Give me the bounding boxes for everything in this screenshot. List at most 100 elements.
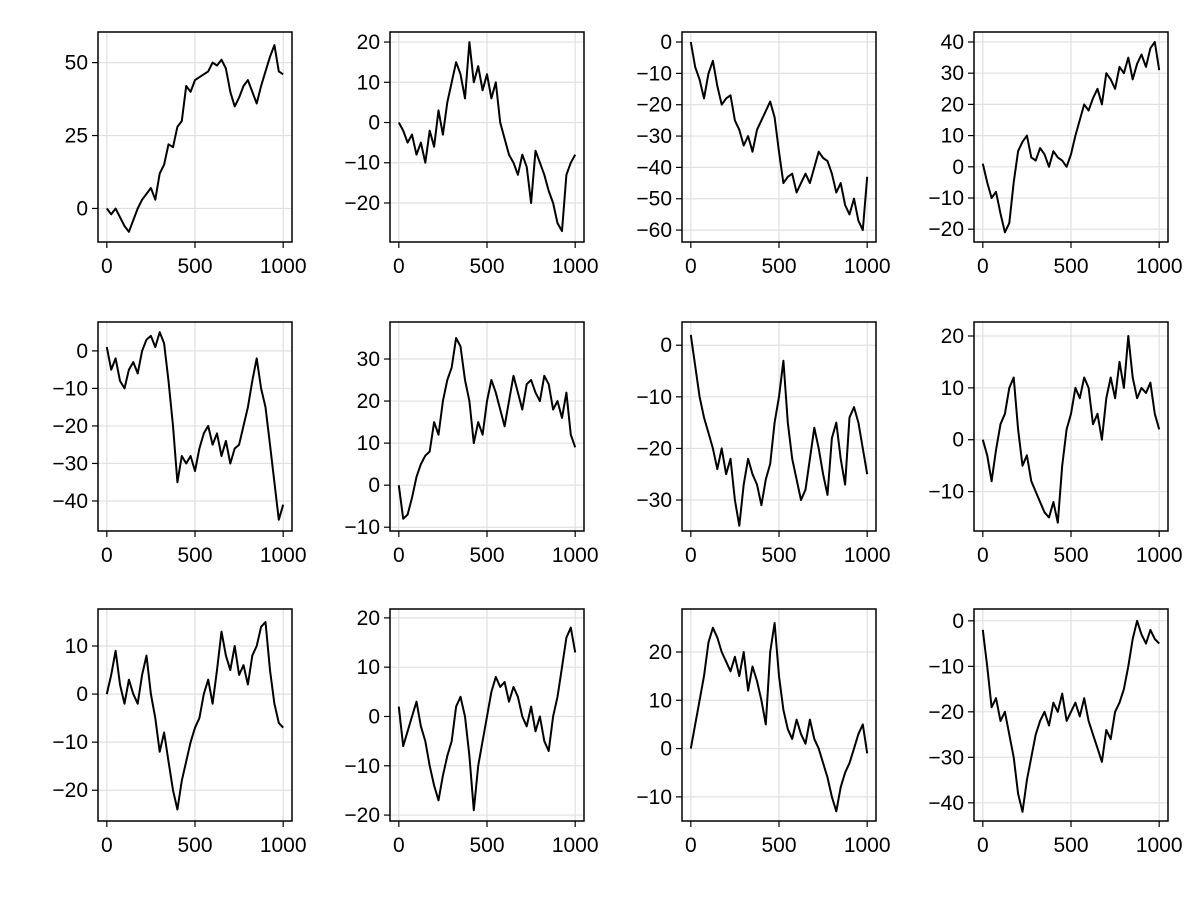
y-tick-label: −20 — [928, 701, 964, 724]
x-tick-label: 0 — [685, 834, 697, 857]
series-line — [981, 619, 1160, 813]
y-tick-label: 10 — [357, 656, 380, 679]
y-tick-label: −10 — [928, 481, 964, 504]
x-tick-label: 0 — [685, 544, 697, 567]
x-tick-label: 500 — [177, 255, 212, 278]
x-tick-label: 0 — [101, 544, 113, 567]
x-tick-label: 1000 — [260, 834, 307, 857]
x-tick-label: 500 — [177, 544, 212, 567]
x-tick-label: 0 — [685, 255, 697, 278]
y-tick-label: 40 — [941, 31, 964, 54]
y-tick-label: −20 — [344, 804, 380, 827]
series-line — [105, 331, 285, 521]
subplot-5: 0 500 1000 −40 −30 −20 −10 0 — [52, 321, 307, 567]
y-tick-label: 0 — [76, 340, 88, 363]
series-line — [689, 334, 869, 527]
x-tick-label: 1000 — [260, 544, 307, 567]
x-tick-label: 500 — [1053, 255, 1088, 278]
y-tick-label: 0 — [368, 705, 380, 728]
x-tick-label: 500 — [469, 544, 504, 567]
y-tick-label: 20 — [941, 325, 964, 348]
x-tick-label: 1000 — [552, 255, 599, 278]
y-tick-label: −10 — [636, 386, 672, 409]
y-tick-label: 0 — [660, 31, 672, 54]
y-tick-label: 10 — [357, 432, 380, 455]
x-tick-label: 500 — [761, 255, 796, 278]
x-tick-label: 1000 — [844, 255, 891, 278]
y-tick-label: −10 — [344, 755, 380, 778]
x-tick-label: 1000 — [844, 834, 891, 857]
subplot-9: 0 500 1000 −20 −10 0 10 — [52, 608, 307, 857]
y-tick-label: −10 — [928, 655, 964, 678]
y-tick-label: 50 — [65, 52, 88, 75]
y-tick-label: 20 — [649, 641, 672, 664]
y-tick-label: 20 — [357, 607, 380, 630]
y-tick-label: 25 — [65, 125, 88, 148]
y-tick-label: −10 — [344, 516, 380, 539]
y-tick-label: 30 — [357, 348, 380, 371]
x-tick-label: 500 — [469, 255, 504, 278]
x-tick-label: 0 — [101, 255, 113, 278]
y-tick-label: −30 — [636, 125, 672, 148]
subplot-6: 0 500 1000 −10 0 10 20 30 — [344, 321, 599, 567]
subplot-8: 0 500 1000 −10 0 10 20 — [928, 321, 1183, 567]
y-tick-label: −40 — [52, 490, 88, 513]
y-tick-label: 10 — [649, 689, 672, 712]
y-tick-label: −50 — [636, 188, 672, 211]
y-tick-label: −30 — [928, 746, 964, 769]
y-tick-label: −60 — [636, 219, 672, 242]
x-tick-label: 500 — [1053, 544, 1088, 567]
x-tick-label: 1000 — [552, 834, 599, 857]
y-tick-label: −20 — [52, 779, 88, 802]
subplot-4: 0 500 1000 −20 −10 0 10 20 30 40 — [928, 31, 1182, 278]
y-tick-label: −20 — [636, 94, 672, 117]
y-tick-label: −10 — [52, 377, 88, 400]
y-tick-label: 20 — [941, 93, 964, 116]
subplot-1: 0 500 1000 0 25 50 — [65, 31, 307, 278]
y-tick-label: −20 — [52, 415, 88, 438]
x-tick-label: 500 — [469, 834, 504, 857]
y-tick-label: −20 — [344, 192, 380, 215]
series-line — [981, 335, 1161, 524]
y-tick-label: 10 — [941, 377, 964, 400]
y-tick-label: −10 — [636, 786, 672, 809]
y-tick-label: −20 — [636, 437, 672, 460]
series-line — [105, 621, 284, 811]
y-tick-label: 0 — [368, 112, 380, 135]
subplot-3: 0 500 1000 −60 −50 −40 −30 −20 −10 0 — [636, 31, 890, 278]
x-tick-label: 1000 — [260, 255, 307, 278]
x-tick-label: 1000 — [552, 544, 599, 567]
x-tick-label: 1000 — [1136, 255, 1183, 278]
x-tick-label: 0 — [977, 834, 989, 857]
subplot-10: 0 500 1000 −20 −10 0 10 20 — [344, 607, 598, 857]
y-tick-label: −10 — [344, 152, 380, 175]
y-tick-label: 0 — [368, 474, 380, 497]
x-tick-label: 0 — [101, 834, 113, 857]
x-tick-label: 500 — [1053, 834, 1088, 857]
y-tick-label: −30 — [52, 452, 88, 475]
y-tick-label: 10 — [357, 71, 380, 94]
x-tick-label: 0 — [977, 544, 989, 567]
x-tick-label: 0 — [393, 255, 405, 278]
series-line — [689, 41, 869, 232]
x-tick-label: 500 — [761, 834, 796, 857]
y-tick-label: −10 — [636, 62, 672, 85]
y-tick-label: 20 — [357, 31, 380, 54]
y-tick-label: −40 — [928, 792, 964, 815]
series-line — [397, 41, 577, 233]
y-tick-label: −10 — [928, 187, 964, 210]
y-tick-label: 0 — [952, 610, 964, 633]
y-tick-label: 20 — [357, 390, 380, 413]
x-tick-label: 1000 — [1136, 544, 1183, 567]
series-line — [689, 622, 869, 813]
y-tick-label: 10 — [65, 635, 88, 658]
subplot-2: 0 500 1000 −20 −10 0 10 20 — [344, 31, 598, 278]
x-tick-label: 0 — [393, 544, 405, 567]
series-line — [397, 337, 577, 520]
y-tick-label: −40 — [636, 156, 672, 179]
series-line — [981, 41, 1161, 234]
series-line — [397, 626, 577, 812]
series-line — [106, 44, 284, 233]
x-tick-label: 500 — [177, 834, 212, 857]
